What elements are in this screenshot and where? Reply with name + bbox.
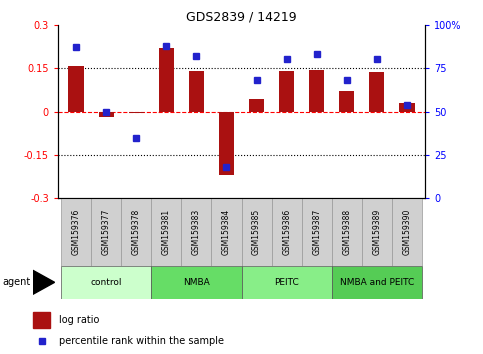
Bar xyxy=(339,91,355,112)
Bar xyxy=(61,198,91,266)
Text: GSM159383: GSM159383 xyxy=(192,209,201,255)
Bar xyxy=(189,71,204,112)
Text: NMBA and PEITC: NMBA and PEITC xyxy=(340,278,414,287)
Text: GSM159389: GSM159389 xyxy=(372,209,382,255)
Text: GSM159384: GSM159384 xyxy=(222,209,231,255)
Text: PEITC: PEITC xyxy=(274,278,299,287)
Text: percentile rank within the sample: percentile rank within the sample xyxy=(59,336,224,346)
Bar xyxy=(151,198,181,266)
Bar xyxy=(309,70,324,112)
Text: agent: agent xyxy=(2,277,30,287)
Bar xyxy=(279,71,294,112)
Text: GSM159388: GSM159388 xyxy=(342,209,351,255)
Text: GSM159386: GSM159386 xyxy=(282,209,291,255)
Bar xyxy=(159,48,174,112)
Text: GSM159376: GSM159376 xyxy=(71,209,81,255)
Bar xyxy=(91,198,121,266)
Bar xyxy=(362,198,392,266)
Bar xyxy=(249,98,264,112)
Bar xyxy=(33,312,50,329)
Bar xyxy=(212,198,242,266)
Bar xyxy=(61,266,151,299)
Polygon shape xyxy=(33,270,55,295)
Bar xyxy=(121,198,151,266)
Bar xyxy=(242,266,332,299)
Text: GSM159377: GSM159377 xyxy=(101,209,111,255)
Bar xyxy=(242,198,271,266)
Text: GSM159378: GSM159378 xyxy=(132,209,141,255)
Text: NMBA: NMBA xyxy=(183,278,210,287)
Text: GSM159387: GSM159387 xyxy=(312,209,321,255)
Bar xyxy=(302,198,332,266)
Bar xyxy=(69,66,84,112)
Bar xyxy=(332,266,422,299)
Text: log ratio: log ratio xyxy=(59,315,99,325)
Bar xyxy=(369,73,384,112)
Text: control: control xyxy=(90,278,122,287)
Bar xyxy=(219,112,234,175)
Bar xyxy=(99,112,114,117)
Text: GSM159381: GSM159381 xyxy=(162,209,171,255)
Bar xyxy=(151,266,242,299)
Title: GDS2839 / 14219: GDS2839 / 14219 xyxy=(186,11,297,24)
Bar xyxy=(181,198,212,266)
Text: GSM159390: GSM159390 xyxy=(402,209,412,255)
Text: GSM159385: GSM159385 xyxy=(252,209,261,255)
Bar xyxy=(271,198,302,266)
Bar xyxy=(332,198,362,266)
Bar xyxy=(128,112,144,113)
Bar xyxy=(399,103,414,112)
Bar xyxy=(392,198,422,266)
